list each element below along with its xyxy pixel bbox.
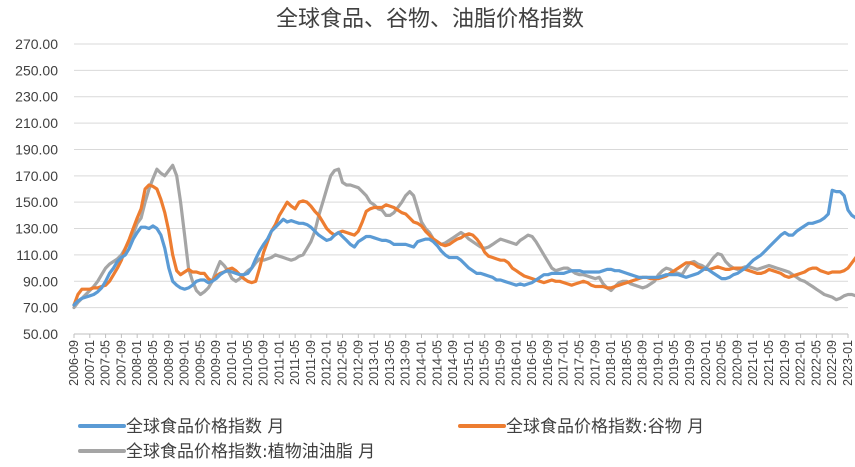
y-tick-label: 270.00 <box>15 36 58 52</box>
x-tick-label: 2009-05 <box>193 340 207 386</box>
x-tick-label: 2006-09 <box>67 340 81 386</box>
x-tick-label: 2014-05 <box>430 340 444 386</box>
y-tick-label: 230.00 <box>15 89 58 105</box>
x-tick-label: 2020-01 <box>699 340 713 386</box>
y-tick-label: 70.00 <box>23 300 58 316</box>
x-tick-label: 2017-09 <box>588 340 602 386</box>
x-tick-label: 2017-05 <box>572 340 586 386</box>
grid-lines <box>74 43 848 309</box>
x-tick-label: 2007-05 <box>99 340 113 386</box>
x-tick-label: 2013-01 <box>367 340 381 386</box>
chart-title: 全球食品、谷物、油脂价格指数 <box>276 7 584 32</box>
x-tick-label: 2021-01 <box>746 340 760 386</box>
x-tick-label: 2010-05 <box>241 340 255 386</box>
x-tick-label: 2022-01 <box>794 340 808 386</box>
x-tick-label: 2013-09 <box>399 340 413 386</box>
x-tick-label: 2011-01 <box>272 340 286 385</box>
y-tick-label: 210.00 <box>15 115 58 131</box>
x-tick-label: 2009-09 <box>209 340 223 386</box>
x-tick-label: 2008-09 <box>162 340 176 386</box>
x-tick-label: 2023-01 <box>841 340 855 386</box>
x-tick-label: 2008-01 <box>130 340 144 386</box>
x-tick-label: 2014-01 <box>415 340 429 386</box>
x-axis-ticks: 2006-09 2007-01 2007-05 2007-09 2008-01 2008-… <box>67 334 855 386</box>
x-tick-label: 2020-05 <box>715 340 729 386</box>
x-tick-label: 2010-01 <box>225 340 239 386</box>
x-tick-label: 2018-01 <box>604 340 618 386</box>
x-tick-label: 2011-09 <box>304 340 318 385</box>
x-tick-label: 2019-01 <box>651 340 665 386</box>
x-tick-label: 2012-05 <box>336 340 350 386</box>
x-tick-label: 2018-09 <box>636 340 650 386</box>
legend-label-1: 全球食品价格指数:谷物 月 <box>506 417 704 437</box>
y-tick-label: 90.00 <box>23 273 58 289</box>
x-tick-label: 2021-09 <box>778 340 792 386</box>
x-tick-label: 2020-09 <box>730 340 744 386</box>
y-tick-label: 190.00 <box>15 141 58 157</box>
x-tick-label: 2016-05 <box>525 340 539 386</box>
x-tick-label: 2022-05 <box>809 340 823 386</box>
x-tick-label: 2019-05 <box>667 340 681 386</box>
y-axis-ticks: 270.00 250.00 230.00 210.00 190.00 170.00 150.… <box>15 36 58 342</box>
x-tick-label: 2012-01 <box>320 340 334 386</box>
x-tick-label: 2007-01 <box>83 340 97 386</box>
x-tick-label: 2021-05 <box>762 340 776 386</box>
legend-label-2: 全球食品价格指数:植物油油脂 月 <box>126 442 375 462</box>
y-tick-label: 110.00 <box>16 247 58 263</box>
x-tick-label: 2011-05 <box>288 340 302 385</box>
x-tick-label: 2007-09 <box>114 340 128 386</box>
x-tick-label: 2015-01 <box>462 340 476 386</box>
x-tick-label: 2022-09 <box>825 340 839 386</box>
x-tick-label: 2013-05 <box>383 340 397 386</box>
series-line-0 <box>72 188 855 307</box>
x-tick-label: 2016-09 <box>541 340 555 386</box>
series-lines <box>72 163 855 310</box>
x-tick-label: 2015-05 <box>478 340 492 386</box>
y-tick-label: 150.00 <box>15 194 58 210</box>
y-tick-label: 130.00 <box>15 221 58 237</box>
x-tick-label: 2018-05 <box>620 340 634 386</box>
y-tick-label: 50.00 <box>23 326 58 342</box>
x-tick-label: 2019-09 <box>683 340 697 386</box>
x-tick-label: 2012-09 <box>351 340 365 386</box>
x-tick-label: 2014-09 <box>446 340 460 386</box>
x-tick-label: 2016-01 <box>509 340 523 386</box>
series-line-1 <box>72 183 855 307</box>
legend-label-0: 全球食品价格指数 月 <box>126 417 284 437</box>
x-tick-label: 2008-05 <box>146 340 160 386</box>
x-tick-label: 2009-01 <box>178 340 192 386</box>
x-tick-label: 2017-01 <box>557 340 571 386</box>
x-tick-label: 2010-09 <box>257 340 271 386</box>
x-tick-label: 2015-09 <box>493 340 507 386</box>
y-tick-label: 250.00 <box>15 62 58 78</box>
y-tick-label: 170.00 <box>15 168 58 184</box>
